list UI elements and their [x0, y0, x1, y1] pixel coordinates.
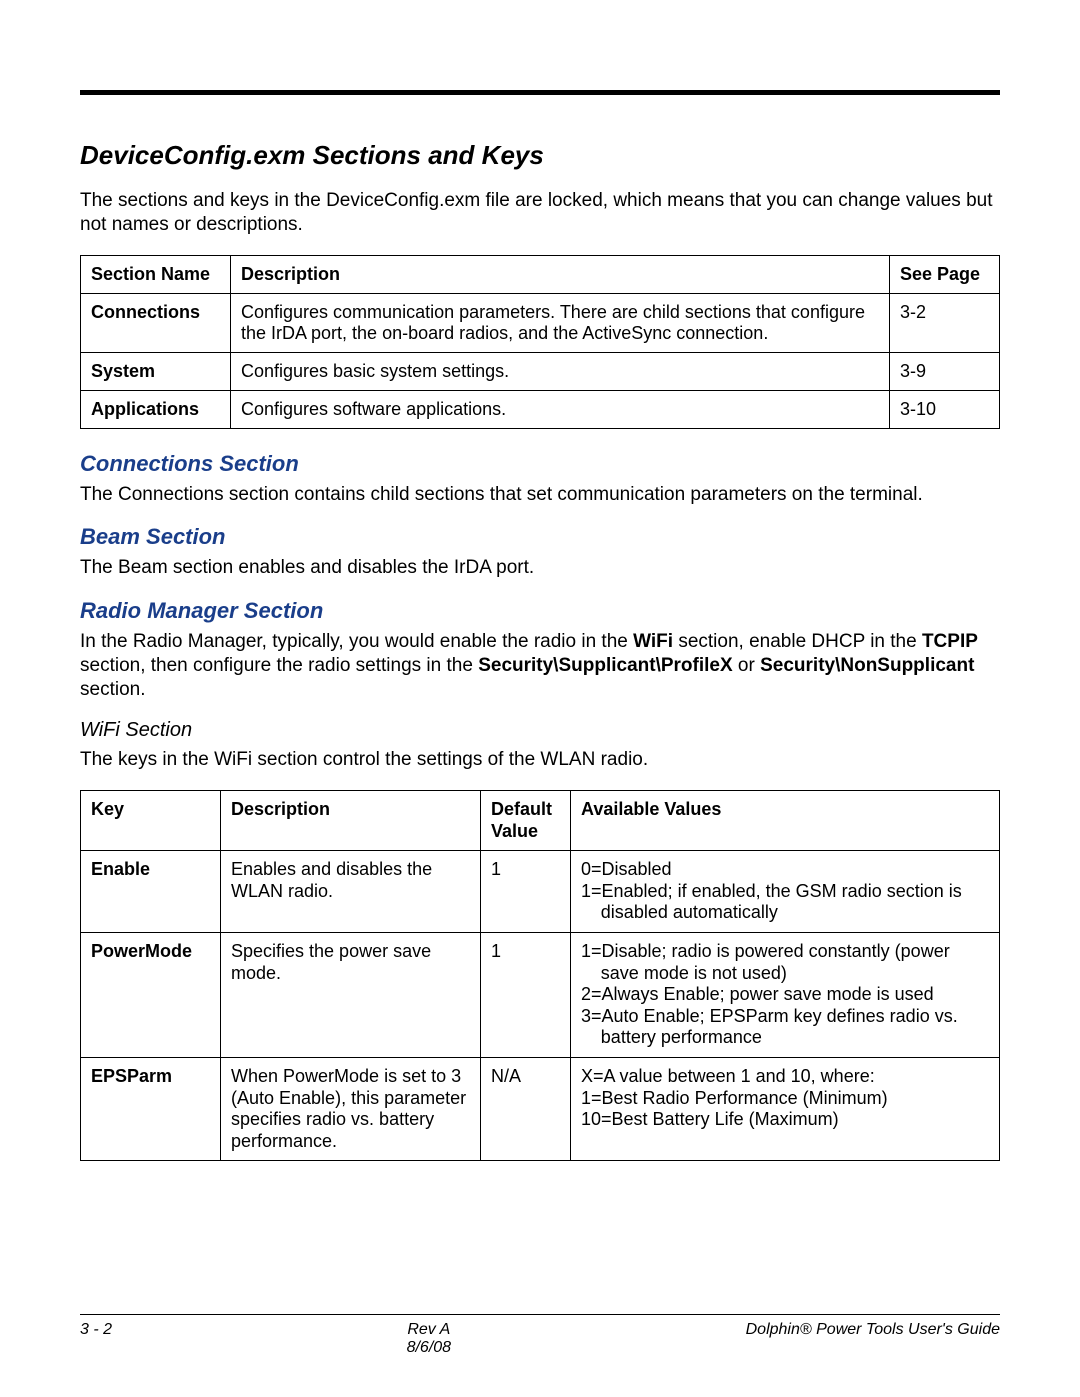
avail-line: 3=Auto Enable; EPSParm key defines radio… [581, 1006, 989, 1049]
col-description: Description [221, 791, 481, 851]
radio-b4: Security\NonSupplicant [760, 655, 974, 676]
table-header-row: Key Description Default Value Available … [81, 791, 1000, 851]
avail-line: 0=Disabled [581, 859, 989, 881]
table-row: EPSParmWhen PowerMode is set to 3 (Auto … [81, 1057, 1000, 1160]
footer-center: Rev A 8/6/08 [132, 1321, 726, 1357]
radio-mid3: or [733, 655, 760, 676]
page-title: DeviceConfig.exm Sections and Keys [80, 140, 1000, 171]
footer-doc-title: Dolphin® Power Tools User's Guide [726, 1321, 1000, 1357]
radio-post: section. [80, 679, 145, 700]
radio-b3: Security\Supplicant\ProfileX [478, 655, 732, 676]
table-row: SystemConfigures basic system settings.3… [81, 352, 1000, 390]
wifi-table: Key Description Default Value Available … [80, 790, 1000, 1161]
avail-line: 1=Disable; radio is powered constantly (… [581, 941, 989, 984]
beam-text: The Beam section enables and disables th… [80, 556, 1000, 580]
page-footer: 3 - 2 Rev A 8/6/08 Dolphin® Power Tools … [80, 1314, 1000, 1357]
radio-mid2: section, then configure the radio settin… [80, 655, 478, 676]
col-see-page: See Page [890, 255, 1000, 293]
cell-default-value: 1 [481, 932, 571, 1057]
radio-b2: TCPIP [922, 631, 978, 652]
col-key: Key [81, 791, 221, 851]
col-description: Description [231, 255, 890, 293]
cell-section-name: System [81, 352, 231, 390]
footer-rev: Rev A [407, 1321, 450, 1338]
avail-line: 2=Always Enable; power save mode is used [581, 984, 989, 1006]
cell-key: EPSParm [81, 1057, 221, 1160]
cell-description: Enables and disables the WLAN radio. [221, 851, 481, 933]
table-row: ConnectionsConfigures communication para… [81, 293, 1000, 352]
intro-paragraph: The sections and keys in the DeviceConfi… [80, 189, 1000, 237]
cell-default-value: N/A [481, 1057, 571, 1160]
cell-description: Configures communication parameters. The… [231, 293, 890, 352]
table-row: EnableEnables and disables the WLAN radi… [81, 851, 1000, 933]
cell-key: Enable [81, 851, 221, 933]
connections-heading: Connections Section [80, 451, 1000, 477]
col-available-values: Available Values [571, 791, 1000, 851]
avail-line: X=A value between 1 and 10, where: [581, 1066, 989, 1088]
avail-line: 1=Best Radio Performance (Minimum) [581, 1088, 989, 1110]
avail-line: 1=Enabled; if enabled, the GSM radio sec… [581, 881, 989, 924]
col-default-value: Default Value [481, 791, 571, 851]
avail-line: 10=Best Battery Life (Maximum) [581, 1109, 989, 1131]
radio-b1: WiFi [633, 631, 673, 652]
table-row: ApplicationsConfigures software applicat… [81, 390, 1000, 428]
wifi-heading: WiFi Section [80, 719, 1000, 742]
radio-text: In the Radio Manager, typically, you wou… [80, 630, 1000, 701]
radio-mid1: section, enable DHCP in the [673, 631, 922, 652]
top-rule [80, 90, 1000, 95]
beam-heading: Beam Section [80, 524, 1000, 550]
cell-description: When PowerMode is set to 3 (Auto Enable)… [221, 1057, 481, 1160]
footer-date: 8/6/08 [407, 1339, 451, 1356]
wifi-text: The keys in the WiFi section control the… [80, 748, 1000, 772]
cell-description: Configures basic system settings. [231, 352, 890, 390]
cell-description: Specifies the power save mode. [221, 932, 481, 1057]
cell-description: Configures software applications. [231, 390, 890, 428]
cell-default-value: 1 [481, 851, 571, 933]
cell-see-page: 3-9 [890, 352, 1000, 390]
cell-section-name: Applications [81, 390, 231, 428]
radio-heading: Radio Manager Section [80, 598, 1000, 624]
col-section-name: Section Name [81, 255, 231, 293]
cell-available-values: 0=Disabled1=Enabled; if enabled, the GSM… [571, 851, 1000, 933]
sections-table: Section Name Description See Page Connec… [80, 255, 1000, 429]
table-header-row: Section Name Description See Page [81, 255, 1000, 293]
footer-page-number: 3 - 2 [80, 1321, 132, 1357]
cell-see-page: 3-2 [890, 293, 1000, 352]
connections-text: The Connections section contains child s… [80, 483, 1000, 507]
cell-section-name: Connections [81, 293, 231, 352]
cell-key: PowerMode [81, 932, 221, 1057]
cell-available-values: X=A value between 1 and 10, where:1=Best… [571, 1057, 1000, 1160]
cell-see-page: 3-10 [890, 390, 1000, 428]
radio-pre: In the Radio Manager, typically, you wou… [80, 631, 633, 652]
table-row: PowerModeSpecifies the power save mode.1… [81, 932, 1000, 1057]
cell-available-values: 1=Disable; radio is powered constantly (… [571, 932, 1000, 1057]
